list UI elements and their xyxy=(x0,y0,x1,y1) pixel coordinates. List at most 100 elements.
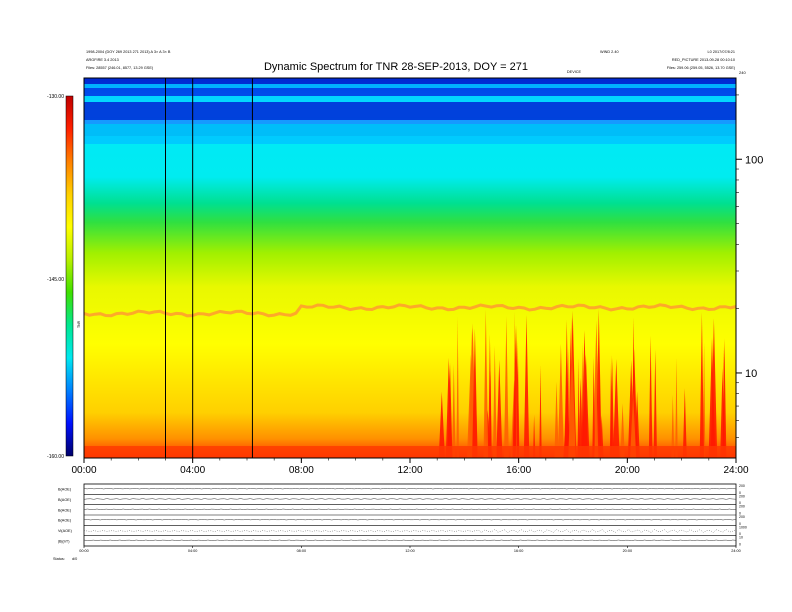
panel-label: |B|(nT) xyxy=(58,539,70,543)
panel-label: B(AOE) xyxy=(58,498,72,502)
burst-spike xyxy=(438,391,445,458)
colorbar-mid-label: -145.00 xyxy=(47,277,64,283)
panel-right-top: 200 xyxy=(739,505,745,509)
header-right-line4: Files: 259.06 (259.05, 5526, 13.70 GSE) xyxy=(667,66,736,70)
spectrum-band xyxy=(84,84,736,88)
burst-spike xyxy=(472,328,478,458)
panel-label: B(AOE) xyxy=(58,508,72,512)
panel-right-bottom: 0 xyxy=(739,522,741,526)
type-iii-bursts xyxy=(84,309,736,458)
spectrum-band xyxy=(84,96,736,102)
panel-trace xyxy=(83,539,737,541)
burst-spike xyxy=(516,340,520,458)
panel-label: Vi(AOE) xyxy=(58,529,73,533)
panel-label: B(AOE) xyxy=(58,488,72,492)
panel-right-bottom: 0 xyxy=(739,501,741,505)
panel-right-bottom: 0 xyxy=(739,512,741,516)
header-right-line1: WIND 2.40 xyxy=(600,50,619,54)
y-top-label: 240 xyxy=(739,70,746,75)
panel-x-tick-label: 24:00 xyxy=(731,549,741,553)
burst-spike xyxy=(671,394,675,458)
header-left-line2: ARGFIRE 3.4 2013 xyxy=(86,58,119,62)
spectrum-band xyxy=(84,120,736,124)
bottom-panels: B(AOE)2000B(AOE)2000B(AOE)2000B(AOE)2000… xyxy=(58,483,747,547)
panel-trace xyxy=(83,508,737,510)
panel-x-tick-label: 08:00 xyxy=(297,549,307,553)
panel-x-tick-label: 04:00 xyxy=(188,549,198,553)
panel-right-bottom: 0 xyxy=(739,491,741,495)
panel-right-bottom: 0 xyxy=(739,532,741,536)
colorbar xyxy=(65,95,74,457)
burst-spike xyxy=(609,354,613,458)
panel-x-ticks: 00:00 04:00 08:00 12:00 16:00 20:00 24:00 xyxy=(79,546,741,553)
burst-spike xyxy=(620,403,625,458)
x-tick-label: 16:00 xyxy=(506,465,531,476)
status-label: Status: xyxy=(53,557,65,561)
panel-right-top: 200 xyxy=(739,494,745,498)
burst-spike xyxy=(682,388,687,458)
burst-spike xyxy=(513,311,516,458)
x-tick-label: 00:00 xyxy=(71,465,96,476)
spectrum-band xyxy=(84,88,736,96)
burst-spike xyxy=(722,338,727,458)
burst-spike xyxy=(699,312,704,458)
panel-label: B(AOE) xyxy=(58,519,72,523)
panel-right-top: 200 xyxy=(739,484,745,488)
burst-spike xyxy=(447,362,453,458)
y-axis-ticks: 100 10 xyxy=(736,94,763,438)
chart-title: Dynamic Spectrum for TNR 28-SEP-2013, DO… xyxy=(264,61,528,73)
burst-spike xyxy=(504,316,509,458)
y-tick-label: 10 xyxy=(745,368,757,380)
header-right-line3: RED_PICTURE 2013-09-28 00:10:10 xyxy=(672,58,735,62)
x-axis-ticks: 00:00 04:00 08:00 12:00 16:00 20:00 24:00 xyxy=(71,458,749,476)
burst-spike xyxy=(483,309,489,458)
burst-spike xyxy=(648,335,653,458)
burst-spike xyxy=(452,364,456,458)
burst-spike xyxy=(557,343,564,458)
vertical-markers xyxy=(165,78,253,458)
burst-spike xyxy=(592,356,596,458)
burst-spike xyxy=(456,316,459,458)
colorbar-unit-label: TNR xyxy=(77,320,81,328)
colorbar-min-label: -160.00 xyxy=(47,454,64,460)
colorbar-max-label: -130.00 xyxy=(47,94,64,100)
x-tick-label: 20:00 xyxy=(615,465,640,476)
low-frequency-strip xyxy=(84,446,736,458)
panel-trace xyxy=(83,529,737,533)
spectrogram-features xyxy=(83,78,737,318)
status-value: d/0 xyxy=(72,557,77,561)
spectrum-band xyxy=(84,102,736,120)
header-mid-label: DEVICE xyxy=(567,70,582,74)
panel-right-top: 1000 xyxy=(739,525,747,529)
panel-x-tick-label: 16:00 xyxy=(514,549,524,553)
burst-spike xyxy=(488,334,492,458)
burst-spike xyxy=(578,377,583,458)
spectrogram: 00:00 04:00 08:00 12:00 16:00 20:00 24:00 1001… xyxy=(71,70,763,476)
panel-trace xyxy=(83,498,737,500)
panel-trace xyxy=(83,488,737,490)
x-tick-label: 08:00 xyxy=(289,465,314,476)
panel-right-top: 200 xyxy=(739,515,745,519)
panel-x-tick-label: 12:00 xyxy=(405,549,415,553)
x-tick-label: 04:00 xyxy=(180,465,205,476)
spectrum-band xyxy=(84,124,736,136)
header-right-line2: L0 2017/07/8:21 xyxy=(708,50,735,54)
panel-x-tick-label: 20:00 xyxy=(623,549,633,553)
panel-trace xyxy=(83,519,737,521)
burst-spike xyxy=(582,354,590,458)
burst-spike xyxy=(630,391,637,458)
burst-spike xyxy=(613,359,620,458)
burst-spike xyxy=(496,359,503,458)
burst-spike xyxy=(568,343,576,458)
x-tick-label: 12:00 xyxy=(397,465,422,476)
burst-spike xyxy=(708,337,716,458)
burst-spike xyxy=(523,314,530,458)
panel-right-top: 10 xyxy=(739,536,743,540)
y-tick-label: 100 xyxy=(745,154,763,166)
burst-spike xyxy=(594,373,599,458)
burst-spike xyxy=(554,381,559,458)
burst-spike xyxy=(492,345,497,458)
burst-spike xyxy=(675,357,678,458)
panel-right-bottom: 0 xyxy=(739,543,741,547)
